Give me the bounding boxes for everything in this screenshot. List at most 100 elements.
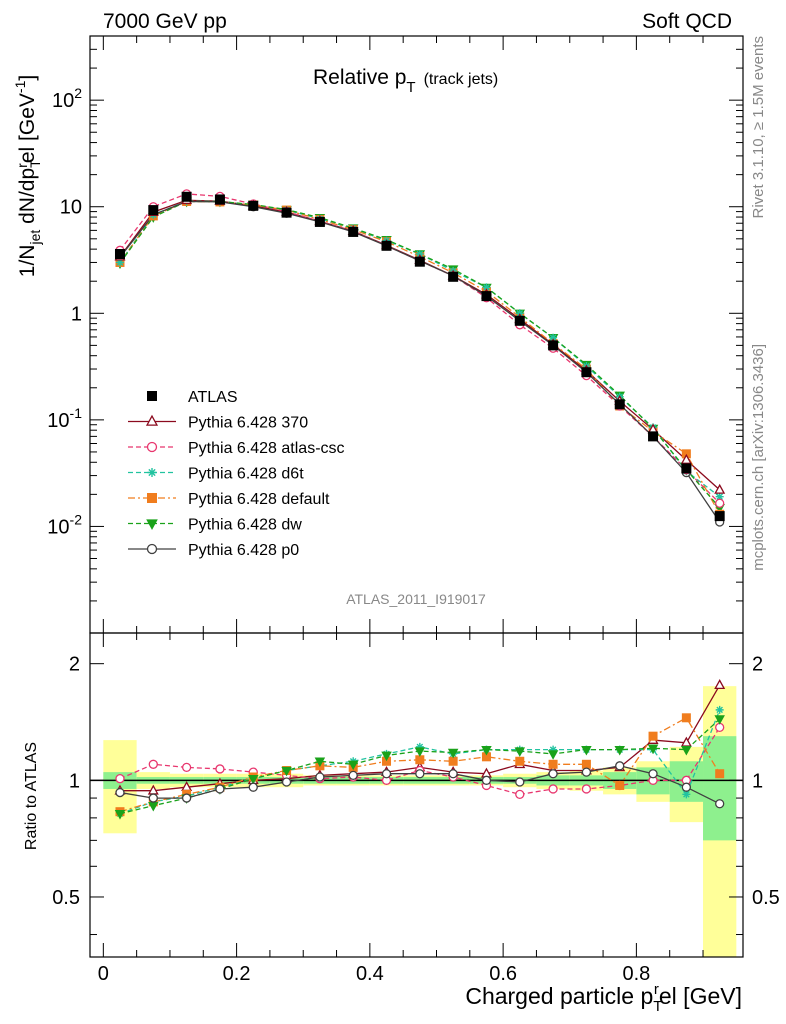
legend-marker-default [147,493,157,503]
ratio-marker-p0 [548,769,558,779]
ratio-y-tick-label-left: 1 [69,770,80,792]
legend-marker-dw [146,519,158,530]
marker-ATLAS [314,216,325,227]
ratio-marker-p0 [581,767,592,777]
y-axis-label-sub2: T [27,159,43,168]
ratio-marker-atlas-csc [581,784,592,794]
legend-marker-370 [145,414,159,426]
ratio-y-tick-label-left: 0.5 [52,887,80,909]
marker-ATLAS [548,340,559,351]
marker-atlas-csc [715,498,725,508]
marker-ATLAS [714,511,725,522]
ratio-marker-default [615,780,625,790]
marker-d6t [115,258,124,267]
marker-ATLAS [148,205,159,216]
ratio-marker-atlas-csc [515,789,525,800]
marker-ATLAS [648,431,659,442]
main-y-tick-label: 1 [71,303,82,325]
ratio-marker-dw [114,810,126,820]
ratio-bands [90,686,743,957]
ratio-y-tick-label-right: 1 [752,770,763,792]
ratio-marker-dw [647,744,659,755]
header-right: Soft QCD [642,10,732,33]
plot-title-main: Relative p [313,66,406,89]
marker-ATLAS [248,200,259,211]
ratio-marker-dw [347,760,359,771]
header-left: 7000 GeV pp [103,10,227,33]
marker-370 [680,453,692,464]
main-y-tick-label-exp: 2 [74,85,82,101]
y-axis-label-sup3: -1 [12,80,28,93]
ratio-marker-dw [281,766,292,777]
legend-label-d6t: Pythia 6.428 d6t [188,466,304,483]
ratio-marker-p0 [415,769,425,779]
ratio-y-tick-label-left: 2 [69,654,80,676]
ratio-marker-d6t [415,742,424,751]
ratio-marker-d6t [549,745,558,754]
ratio-marker-p0 [648,769,658,779]
ratio-marker-default [548,759,558,769]
ratio-marker-dw [514,747,526,757]
marker-ATLAS [281,207,292,218]
legend-label-ATLAS: ATLAS [188,389,238,406]
y-axis-label-part3: el [GeV [16,93,39,163]
ratio-marker-default [715,769,725,779]
ratio-marker-p0 [281,777,292,787]
ratio-marker-p0 [115,787,125,798]
ratio-marker-p0 [381,769,392,779]
plot-title-note: (track jets) [424,71,499,88]
ratio-marker-370 [714,679,726,690]
ratio-marker-p0 [248,782,258,792]
marker-ATLAS [681,463,692,474]
ratio-marker-dw [314,757,326,768]
ratio-marker-dw [547,750,559,760]
ratio-marker-d6t [715,705,724,714]
marker-370 [714,483,726,494]
legend-label-default: Pythia 6.428 default [188,491,330,508]
ratio-marker-p0 [448,769,458,779]
x-axis-label-sup: r [654,981,659,998]
x-tick-label: 0.4 [356,963,384,985]
ratio-marker-dw [681,745,692,756]
marker-ATLAS [181,191,192,202]
marker-d6t [549,333,558,342]
ratio-marker-p0 [181,793,192,803]
ratio-marker-p0 [481,775,492,785]
ratio-marker-p0 [715,799,725,809]
legend-label-atlas-csc: Pythia 6.428 atlas-csc [188,440,345,457]
ratio-y-tick-label-right: 2 [752,654,763,676]
y-axis-label: 1/Njet dN/dpTrel [GeV-1] [12,75,43,277]
ratio-marker-p0 [515,777,525,787]
main-y-tick-label: 10 [60,197,82,219]
y-axis-label-part1: 1/N [16,245,39,278]
ratio-series [114,679,726,820]
legend-marker-d6t [147,468,157,477]
y-axis-label-part2: dN/dp [16,168,39,230]
ratio-marker-dw [381,751,392,762]
ratio-marker-p0 [315,772,325,782]
x-tick-label: 0.8 [622,963,650,985]
ratio-marker-default [415,755,425,765]
ratio-ticks: 0 0.2 0.4 0.6 0.8 0.5 0.5 1 1 2 2 [52,633,780,985]
main-y-tick-label: 10-1 [47,405,82,432]
ratio-marker-dw [481,745,492,756]
y-axis-label-close: ] [16,75,39,81]
ratio-marker-p0 [615,761,625,771]
ratio-marker-default [681,713,691,723]
marker-d6t [482,283,491,292]
ratio-marker-default [515,756,525,766]
y-axis-label-sub1: jet [27,230,43,246]
x-axis-label: Charged particle pTrel [GeV] [465,981,742,1015]
marker-ATLAS [114,249,125,260]
mcplots-label: mcplots.cern.ch [arXiv:1306.3436] [750,344,767,571]
ratio-marker-dw [581,745,592,756]
ratio-marker-p0 [148,793,158,803]
x-axis-label-part2: el [GeV] [659,983,742,1009]
legend-marker-ATLAS [147,391,157,401]
ratio-y-tick-label-right: 0.5 [752,887,780,909]
ratio-marker-dw [148,802,159,812]
ratio-marker-default [648,731,658,741]
marker-ATLAS [481,291,492,302]
